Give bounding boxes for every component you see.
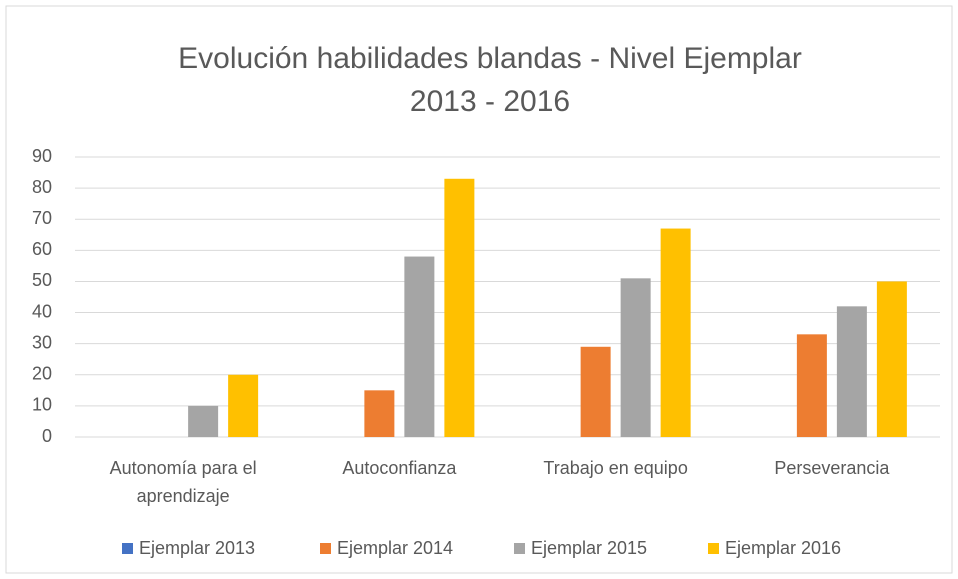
- legend-swatch: [514, 543, 525, 554]
- y-tick-label: 90: [32, 146, 52, 166]
- x-tick-label: Trabajo en equipo: [543, 458, 688, 478]
- bar: [620, 278, 651, 437]
- chart-subtitle: 2013 - 2016: [410, 85, 570, 118]
- y-tick-label: 70: [32, 208, 52, 228]
- bar: [836, 306, 867, 437]
- y-tick-label: 60: [32, 239, 52, 259]
- chart-border: [5, 5, 953, 574]
- y-tick-label: 30: [32, 332, 52, 352]
- bar: [364, 390, 395, 437]
- bar: [580, 346, 611, 437]
- legend-swatch: [122, 543, 133, 554]
- y-tick-label: 50: [32, 270, 52, 290]
- legend-swatch: [320, 543, 331, 554]
- chart-title: Evolución habilidades blandas - Nivel Ej…: [178, 42, 802, 75]
- x-tick-label: Perseverancia: [774, 458, 890, 478]
- y-tick-label: 10: [32, 395, 52, 415]
- x-tick-label: Autonomía para el aprendizaje: [109, 458, 257, 506]
- legend-label: Ejemplar 2016: [725, 538, 841, 558]
- legend-swatch: [708, 543, 719, 554]
- bar: [796, 334, 827, 437]
- y-tick-label: 80: [32, 177, 52, 197]
- bar: [444, 178, 475, 437]
- bar: [228, 374, 259, 437]
- legend-label: Ejemplar 2013: [139, 538, 255, 558]
- y-tick-label: 20: [32, 364, 52, 384]
- legend-label: Ejemplar 2014: [337, 538, 453, 558]
- bar: [876, 281, 907, 437]
- legend-label: Ejemplar 2015: [531, 538, 647, 558]
- bar: [660, 228, 691, 437]
- bar: [404, 256, 435, 437]
- x-tick-label: Autoconfianza: [342, 458, 457, 478]
- y-tick-label: 0: [42, 426, 52, 446]
- y-tick-label: 40: [32, 301, 52, 321]
- bar: [188, 405, 219, 437]
